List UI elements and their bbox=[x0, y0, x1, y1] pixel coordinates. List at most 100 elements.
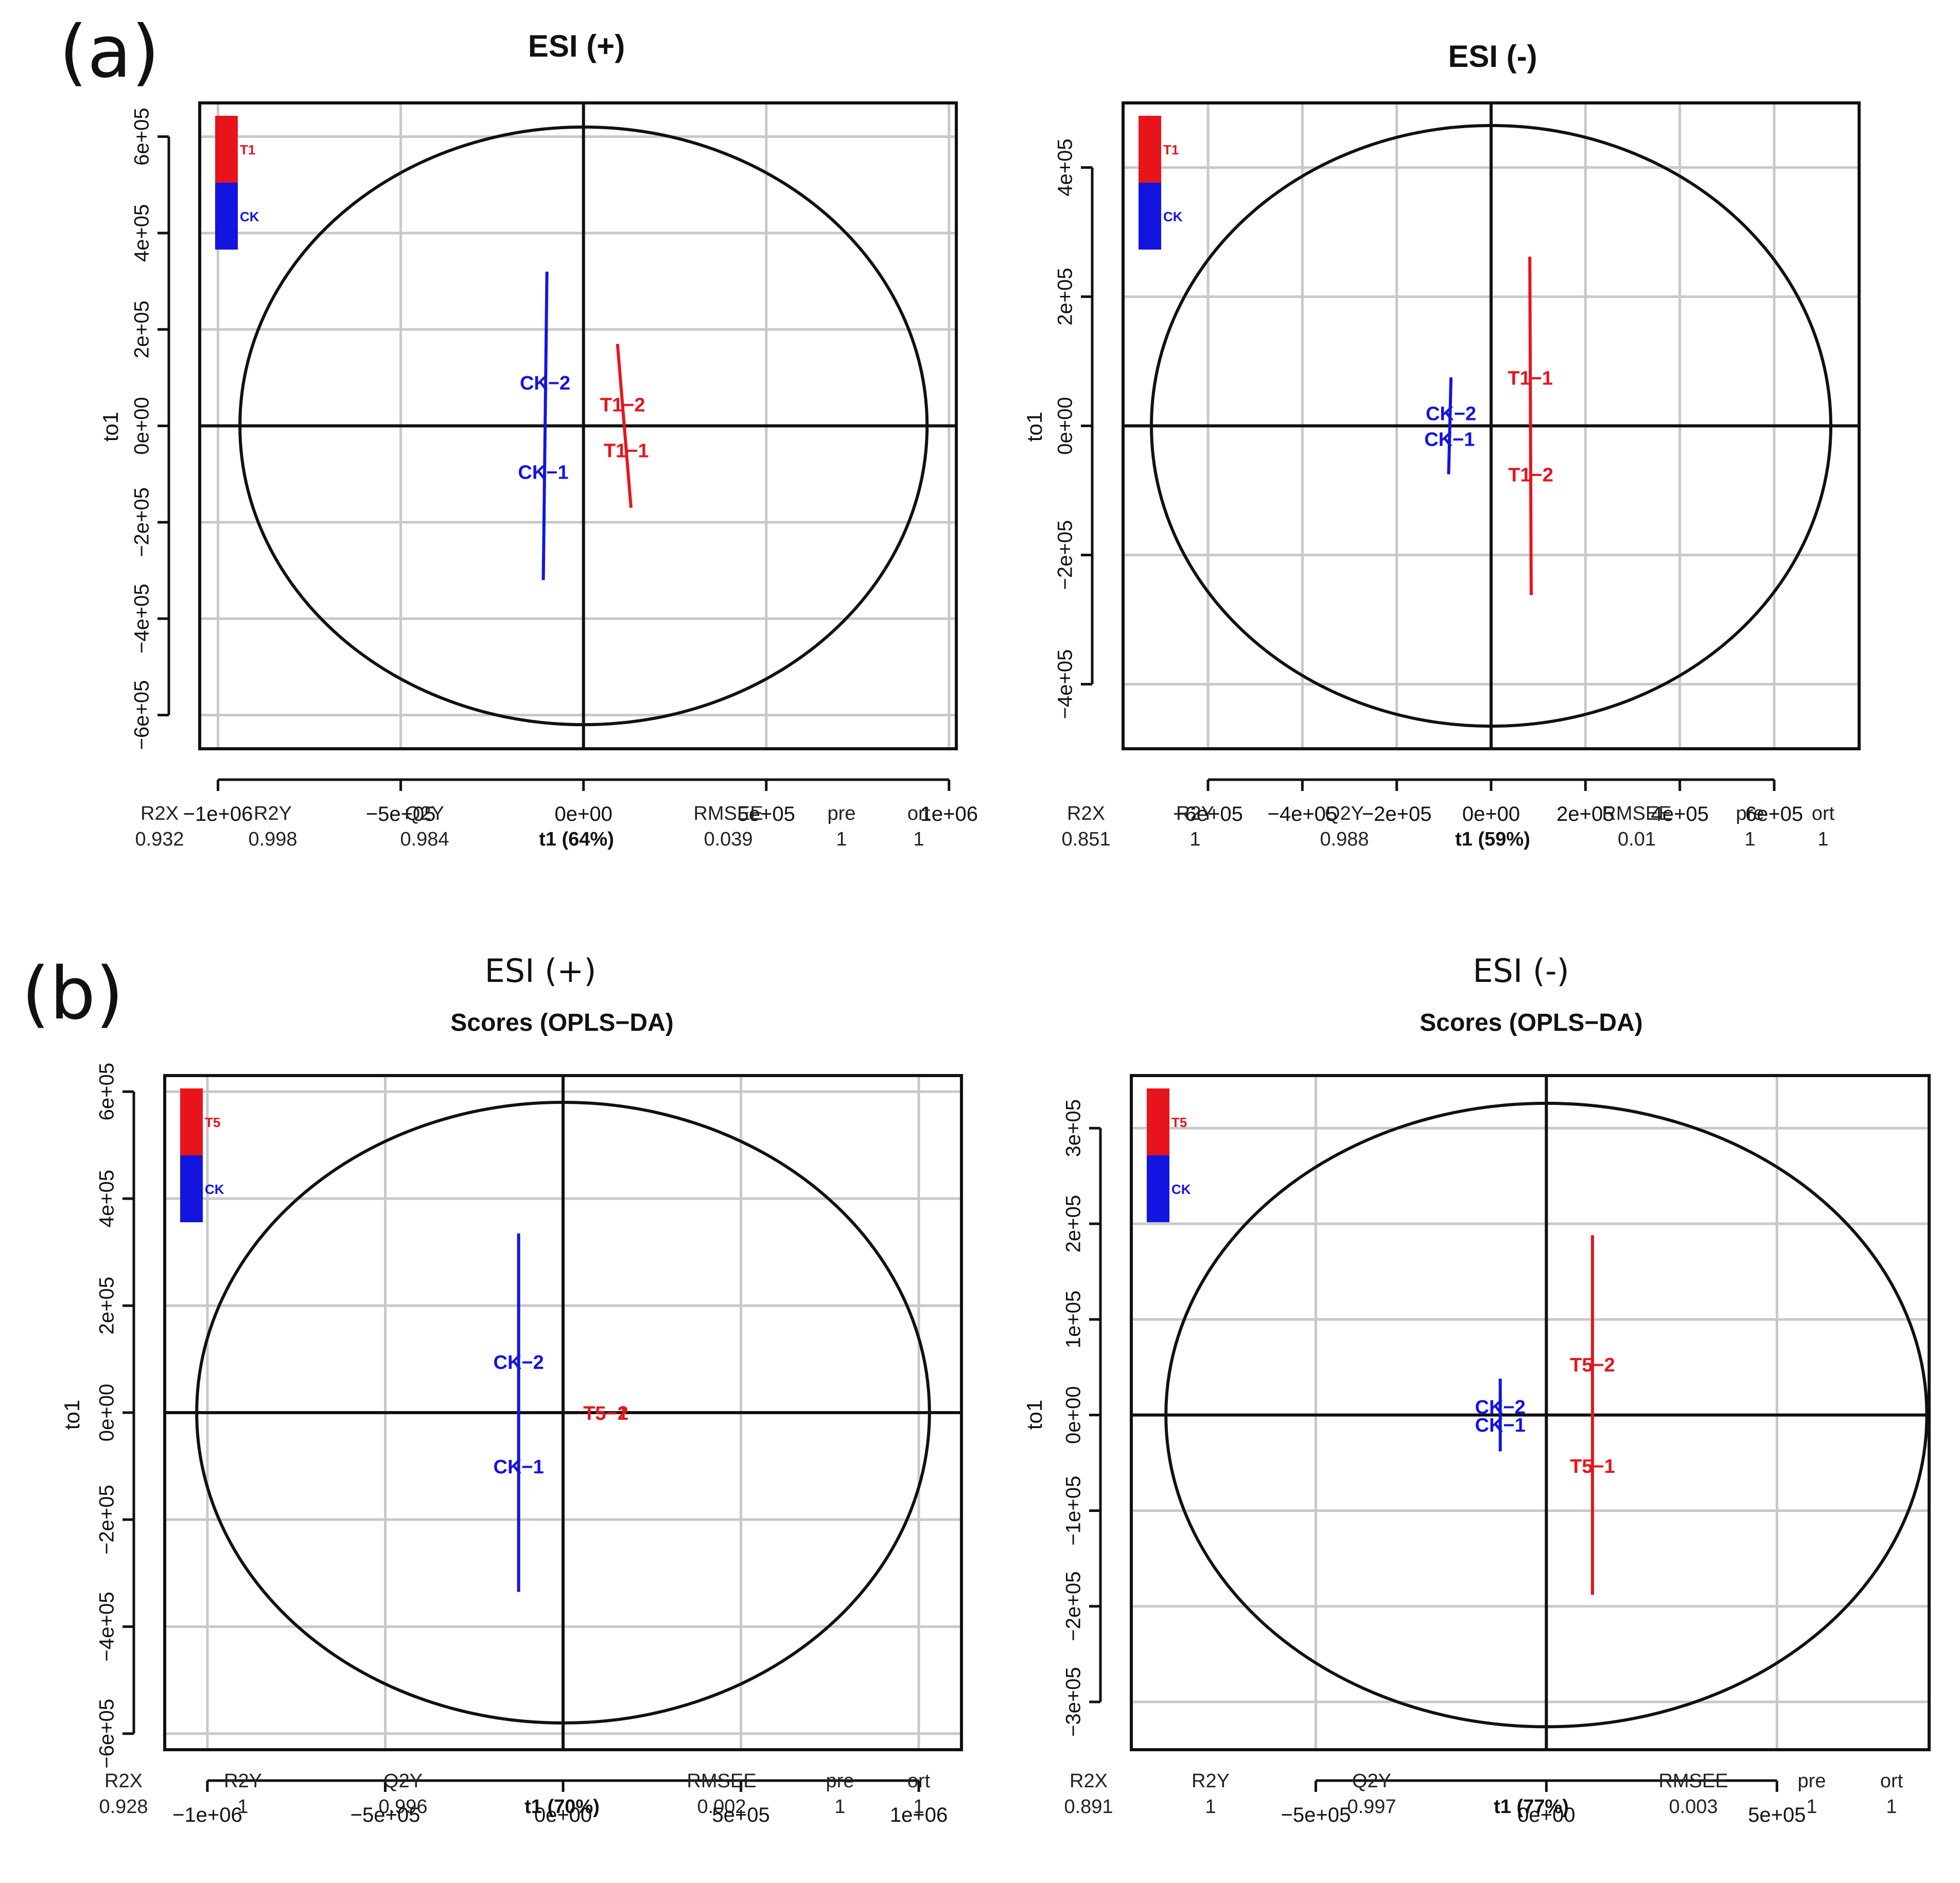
stat-value-r2x: 0.932 bbox=[135, 829, 184, 850]
y-tick-label: 2e+05 bbox=[96, 1277, 118, 1334]
y-axis-label: to1 bbox=[1022, 1399, 1046, 1430]
stat-name-r2x: R2X bbox=[141, 803, 179, 824]
stat-value-pre: 1 bbox=[836, 829, 847, 850]
plot-title: ESI (+) bbox=[484, 952, 597, 990]
stat-value-ort: 1 bbox=[1886, 1796, 1897, 1818]
sample-point-label: CK−2 bbox=[1475, 1397, 1526, 1418]
sample-point-label: T5−2 bbox=[1570, 1354, 1615, 1376]
stat-name-ort: ort bbox=[1811, 803, 1835, 824]
y-tick-label: 4e+05 bbox=[1054, 138, 1077, 196]
y-tick-label: 0e+00 bbox=[1062, 1386, 1085, 1444]
legend-label-ck: CK bbox=[240, 209, 259, 224]
y-tick-label: 2e+05 bbox=[1054, 268, 1077, 325]
stat-value-rmsee: 0.01 bbox=[1618, 829, 1656, 850]
stat-name-ort: ort bbox=[907, 1770, 931, 1792]
y-tick-label: 4e+05 bbox=[131, 204, 153, 262]
plot-title: ESI (-) bbox=[1473, 952, 1569, 990]
y-tick-label: 1e+05 bbox=[1062, 1291, 1085, 1348]
plot-title: ESI (+) bbox=[528, 29, 625, 63]
stat-name-q2y: Q2Y bbox=[1352, 1770, 1392, 1792]
y-tick-label: −6e+05 bbox=[96, 1699, 118, 1769]
y-tick-label: 0e+00 bbox=[1054, 397, 1077, 454]
hotelling-ellipse bbox=[195, 1100, 931, 1725]
y-tick-label: −2e+05 bbox=[96, 1485, 118, 1555]
stat-name-r2y: R2Y bbox=[224, 1770, 262, 1792]
y-tick-label: −2e+05 bbox=[1062, 1571, 1085, 1641]
legend-swatch-t5 bbox=[180, 1088, 203, 1155]
stat-value-pre: 1 bbox=[1806, 1796, 1817, 1818]
legend-label-ck: CK bbox=[1163, 209, 1183, 224]
legend-swatch-ck bbox=[1147, 1155, 1169, 1222]
plot-frame bbox=[1130, 1074, 1931, 1751]
stat-name-q2y: Q2Y bbox=[383, 1770, 423, 1792]
x-axis-label: t1 (70%) bbox=[524, 1796, 600, 1818]
sample-point-label: T1−2 bbox=[600, 394, 645, 416]
stat-value-r2x: 0.928 bbox=[99, 1796, 148, 1818]
sample-point-label: CK−1 bbox=[1475, 1415, 1526, 1436]
x-tick-label: 0e+00 bbox=[1462, 803, 1520, 825]
stat-name-pre: pre bbox=[1797, 1770, 1826, 1792]
sample-point-label: T1−1 bbox=[1508, 367, 1553, 389]
stat-name-r2y: R2Y bbox=[1192, 1770, 1230, 1792]
y-tick-label: 4e+05 bbox=[96, 1170, 118, 1227]
stat-value-pre: 1 bbox=[1744, 829, 1756, 850]
y-tick-label: −4e+05 bbox=[96, 1592, 118, 1662]
legend-label-ck: CK bbox=[205, 1182, 224, 1197]
legend-swatch-ck bbox=[215, 183, 238, 250]
y-tick-label: −4e+05 bbox=[131, 584, 153, 654]
stat-name-pre: pre bbox=[827, 803, 856, 824]
stat-name-r2x: R2X bbox=[1070, 1770, 1108, 1792]
legend-swatch-t5 bbox=[1147, 1088, 1169, 1155]
stat-name-ort: ort bbox=[907, 803, 931, 824]
sample-point-label: CK−2 bbox=[520, 373, 570, 394]
stat-name-r2x: R2X bbox=[1067, 803, 1105, 824]
group-spread-line bbox=[1528, 256, 1533, 595]
stat-value-q2y: 0.997 bbox=[1347, 1796, 1396, 1818]
stat-value-rmsee: 0.039 bbox=[704, 829, 753, 850]
stat-name-r2x: R2X bbox=[104, 1770, 143, 1792]
x-tick-label: 0e+00 bbox=[554, 803, 612, 825]
legend-label-t1: T1 bbox=[1163, 142, 1179, 157]
sample-point-label: CK−2 bbox=[494, 1352, 544, 1374]
stat-name-r2y: R2Y bbox=[254, 803, 292, 824]
stat-value-ort: 1 bbox=[913, 1796, 924, 1818]
x-axis-label: t1 (77%) bbox=[1494, 1796, 1569, 1818]
legend-label-t1: T1 bbox=[240, 142, 255, 157]
y-axis-label: to1 bbox=[60, 1399, 84, 1430]
group-spread-line bbox=[541, 271, 549, 580]
y-tick-label: −4e+05 bbox=[1054, 649, 1077, 719]
stat-value-q2y: 0.984 bbox=[400, 829, 449, 850]
sample-point-label: T5−2 bbox=[583, 1403, 628, 1424]
stat-name-pre: pre bbox=[1736, 803, 1764, 824]
stat-name-pre: pre bbox=[826, 1770, 854, 1792]
stat-name-ort: ort bbox=[1880, 1770, 1903, 1792]
legend-label-t5: T5 bbox=[205, 1115, 220, 1130]
hotelling-ellipse bbox=[238, 125, 929, 727]
sample-point-label: T5−1 bbox=[1570, 1456, 1615, 1477]
y-tick-label: −6e+05 bbox=[131, 680, 153, 750]
sample-point-label: CK−1 bbox=[518, 462, 568, 483]
legend-swatch-t1 bbox=[1139, 116, 1161, 183]
stat-name-rmsee: RMSEE bbox=[1602, 803, 1672, 824]
legend-swatch-t1 bbox=[215, 116, 238, 183]
y-tick-label: −3e+05 bbox=[1062, 1667, 1085, 1737]
stat-value-r2y: 0.998 bbox=[248, 829, 297, 850]
panel-letter-a: (a) bbox=[59, 10, 160, 94]
stat-value-pre: 1 bbox=[834, 1796, 846, 1818]
y-tick-label: 2e+05 bbox=[1062, 1195, 1085, 1253]
x-axis-label: t1 (59%) bbox=[1455, 829, 1530, 850]
stat-value-q2y: 0.988 bbox=[1320, 829, 1369, 850]
stat-name-q2y: Q2Y bbox=[405, 803, 445, 824]
legend-swatch-ck bbox=[180, 1155, 203, 1222]
group-spread-line bbox=[616, 344, 633, 508]
stat-value-r2x: 0.851 bbox=[1061, 829, 1111, 850]
stat-value-rmsee: 0.003 bbox=[1669, 1796, 1718, 1818]
sample-point-label: CK−1 bbox=[1424, 429, 1475, 451]
group-spread-line bbox=[1447, 377, 1453, 474]
stat-value-r2y: 1 bbox=[237, 1796, 249, 1818]
legend-label-ck: CK bbox=[1171, 1182, 1191, 1197]
